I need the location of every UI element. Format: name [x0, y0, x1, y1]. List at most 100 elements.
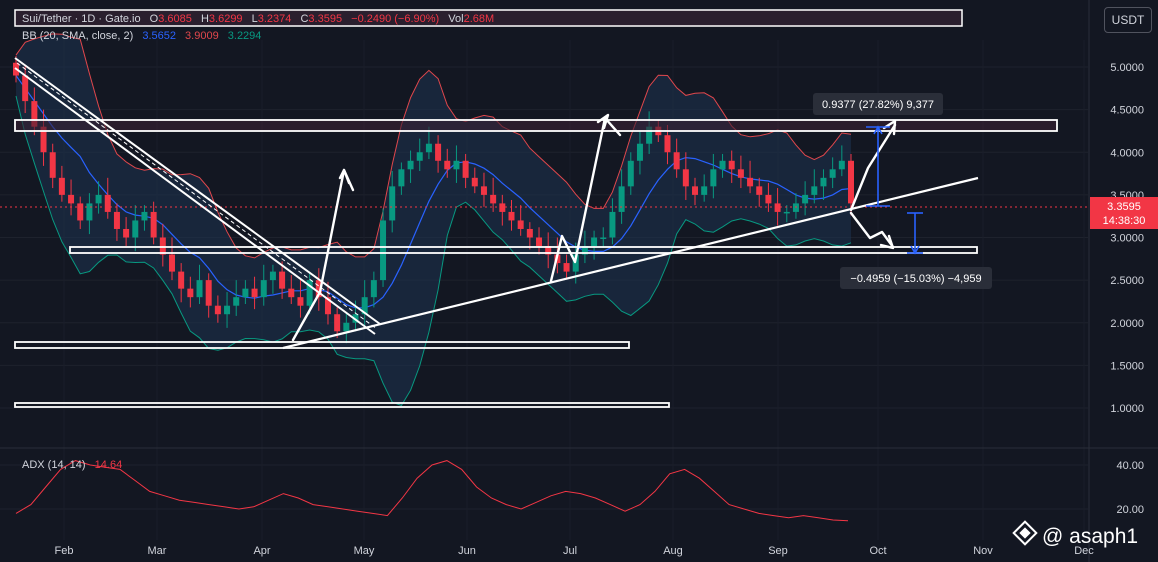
- candle-body: [242, 288, 249, 298]
- candle-body: [692, 186, 699, 195]
- candle-body: [68, 194, 75, 204]
- candle-body: [471, 177, 478, 187]
- measure-up-label: 0.9377 (27.82%) 9,377: [813, 93, 943, 115]
- candle-body: [269, 271, 276, 281]
- time-tick-label: Feb: [55, 545, 74, 557]
- candle-body: [334, 314, 341, 332]
- time-tick-label: Jul: [563, 545, 577, 557]
- candle-body: [591, 237, 598, 247]
- candle-body: [123, 228, 130, 238]
- adx-axis: 40.00 20.00: [1116, 460, 1144, 516]
- candle-body: [563, 263, 570, 272]
- time-tick-label: Sep: [768, 545, 788, 557]
- candle-body: [802, 194, 809, 204]
- price-tick-label: 4.0000: [1110, 147, 1144, 159]
- candle-body: [829, 169, 836, 178]
- candle-body: [233, 297, 240, 306]
- candle-body: [728, 160, 735, 170]
- candle-body: [682, 169, 689, 187]
- measure-down-tool[interactable]: [907, 212, 923, 255]
- candle-body: [49, 152, 56, 178]
- price-tick-label: 1.5000: [1110, 360, 1144, 372]
- candle-body: [848, 160, 854, 204]
- candle-body: [664, 135, 671, 153]
- candle-body: [536, 237, 543, 247]
- candle-body: [297, 297, 304, 306]
- time-tick-label: May: [354, 545, 375, 557]
- candle-body: [710, 169, 717, 187]
- svg-text:0.9377 (27.82%) 9,377: 0.9377 (27.82%) 9,377: [822, 99, 934, 111]
- svg-text:14:38:30: 14:38:30: [1103, 215, 1146, 227]
- candle-body: [747, 177, 754, 187]
- candle-body: [31, 101, 38, 127]
- candle-body: [756, 186, 763, 195]
- candle-body: [425, 143, 432, 153]
- candle-body: [361, 297, 368, 315]
- time-axis[interactable]: Feb Mar Apr May Jun Jul Aug Sep Oct Nov Dec: [55, 545, 1095, 557]
- candle-body: [343, 322, 350, 332]
- time-tick-label: Dec: [1074, 545, 1094, 557]
- projection-arrows[interactable]: [291, 113, 897, 342]
- measure-down-label: −0.4959 (−15.03%) −4,959: [840, 267, 992, 289]
- price-axis[interactable]: 5.00004.50004.00003.50003.00002.50002.00…: [1110, 62, 1144, 415]
- price-tick-label: 5.0000: [1110, 62, 1144, 74]
- resistance-zone[interactable]: [14, 119, 1058, 132]
- candle-body: [508, 211, 515, 221]
- candle-body: [838, 160, 845, 170]
- drawn-zones[interactable]: [14, 119, 1058, 408]
- candle-body: [435, 143, 442, 161]
- candle-body: [104, 194, 111, 212]
- candle-body: [86, 203, 93, 221]
- candle-body: [792, 203, 799, 212]
- time-tick-label: Nov: [973, 545, 993, 557]
- candle-body: [783, 211, 790, 214]
- candle-body: [600, 237, 607, 239]
- support-zone-mid[interactable]: [14, 341, 630, 349]
- candle-body: [380, 220, 387, 281]
- svg-text:BB (20, SMA, close, 2) 3: BB (20, SMA, close, 2) 3.5652 3.9009 3.2…: [22, 30, 261, 42]
- time-tick-label: Jun: [458, 545, 476, 557]
- bollinger-upper-line: [15, 33, 852, 259]
- candle-body: [324, 297, 331, 315]
- candle-body: [774, 203, 781, 212]
- candle-body: [499, 203, 506, 212]
- candle-body: [737, 169, 744, 178]
- candle-body: [141, 211, 148, 221]
- arrow-path-up: [849, 123, 897, 212]
- candle-body: [178, 271, 185, 289]
- price-tick-label: 4.5000: [1110, 105, 1144, 117]
- ascending-trendline[interactable]: [282, 176, 979, 350]
- arrow-path-jul: [549, 116, 622, 283]
- candle-body: [636, 143, 643, 161]
- svg-text:Sui/Tether · 1D · Gate.io: Sui/Tether · 1D · Gate.io O3.6085 H3.629…: [22, 13, 494, 25]
- candle-body: [545, 246, 552, 255]
- time-tick-label: Oct: [869, 545, 886, 557]
- time-tick-label: Aug: [663, 545, 683, 557]
- candle-body: [811, 186, 818, 195]
- candle-body: [306, 280, 313, 306]
- price-tick-label: 1.0000: [1110, 403, 1144, 415]
- currency-button[interactable]: USDT: [1104, 7, 1152, 33]
- downtrend-channel[interactable]: [14, 57, 381, 335]
- candle-body: [168, 254, 175, 272]
- adx-line: [15, 460, 849, 522]
- price-tick-label: 3.0000: [1110, 233, 1144, 245]
- candle-body: [673, 152, 680, 170]
- candle-body: [398, 169, 405, 187]
- support-zone-upper[interactable]: [69, 246, 978, 254]
- svg-text:3.3595: 3.3595: [1107, 201, 1141, 213]
- candle-body: [251, 288, 258, 298]
- candle-body: [627, 160, 634, 187]
- candle-body: [701, 186, 708, 195]
- candle-body: [765, 194, 772, 204]
- measure-up-tool[interactable]: [866, 125, 890, 207]
- candle-body: [279, 271, 286, 289]
- candle-body: [95, 194, 102, 204]
- candle-body: [260, 280, 267, 298]
- candle-body: [40, 126, 47, 153]
- support-zone-low[interactable]: [14, 402, 670, 408]
- legend-highlight-box: [14, 9, 963, 27]
- candle-body: [370, 280, 377, 298]
- candle-body: [490, 194, 497, 204]
